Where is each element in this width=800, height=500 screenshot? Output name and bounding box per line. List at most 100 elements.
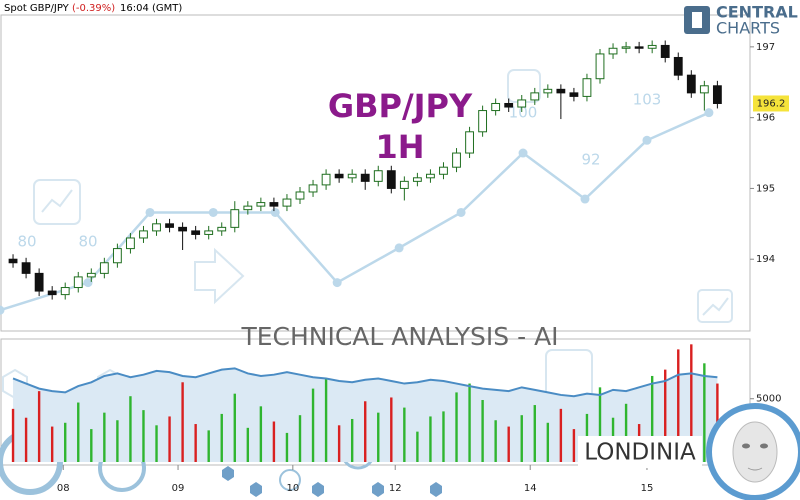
candle-body	[99, 262, 109, 274]
volume-bar	[246, 427, 250, 462]
candle-body	[126, 237, 135, 250]
sentiment-point	[332, 278, 342, 288]
score-label: 80	[78, 233, 97, 251]
candle-body	[321, 173, 331, 186]
candle-body	[256, 202, 266, 207]
candle-body	[334, 173, 344, 179]
volume-layer	[11, 344, 719, 462]
avatar-eye	[742, 443, 750, 449]
candle-body	[412, 177, 422, 182]
volume-bar	[77, 402, 80, 462]
candle-body	[34, 272, 44, 292]
volume-bar	[298, 415, 302, 462]
candle-body	[139, 230, 148, 239]
candle-body	[399, 180, 409, 189]
logo: CENTRAL CHARTS	[684, 3, 798, 38]
icon	[33, 179, 81, 225]
candle-body	[191, 230, 201, 235]
candle-body	[217, 226, 227, 232]
volume-bar	[37, 391, 41, 462]
volume-bar	[664, 369, 667, 462]
sponsor: LONDINIA	[584, 440, 696, 466]
sentiment-point	[518, 148, 528, 158]
candle-body	[21, 262, 31, 274]
candle-body	[47, 290, 57, 296]
y-tick-label: 196	[756, 113, 775, 124]
volume-bar	[520, 415, 523, 462]
candle-body	[204, 230, 214, 235]
volume-bar	[677, 349, 680, 462]
candle-body	[608, 47, 618, 55]
candle-body	[373, 170, 383, 182]
candle-body	[295, 191, 305, 200]
candle-body	[686, 74, 696, 94]
volume-bar	[350, 418, 354, 462]
volume-bar	[272, 421, 276, 462]
volume-bar	[285, 432, 289, 462]
volume-bar	[324, 378, 328, 462]
y-tick-label: 5000	[756, 394, 781, 405]
sentiment-point	[0, 305, 5, 315]
candle-body	[165, 223, 174, 228]
volume-bar	[403, 407, 406, 462]
candle-body	[699, 85, 709, 94]
volume-bar	[181, 382, 184, 462]
volume-bar	[129, 396, 132, 462]
candle-body	[543, 88, 553, 94]
candle-body	[634, 46, 644, 49]
volume-bar	[142, 410, 145, 462]
candle-body	[439, 166, 448, 175]
candle-body	[152, 223, 161, 232]
candle-body	[556, 88, 566, 94]
volume-bar	[50, 426, 54, 462]
price-panel	[0, 14, 751, 332]
icon	[279, 469, 301, 491]
hexagon	[372, 482, 384, 497]
sentiment-point	[208, 207, 218, 217]
volume-bar	[468, 383, 471, 462]
volume-bar	[390, 397, 393, 462]
chart-title: GBP/JPY	[328, 87, 473, 125]
volume-bar	[103, 412, 106, 462]
logo-text: CENTRAL	[716, 3, 798, 22]
volume-bar	[572, 429, 576, 462]
candle-body	[178, 226, 188, 232]
candle-body	[478, 110, 488, 133]
sentiment-point	[704, 108, 714, 118]
change: (-0.39%)	[72, 3, 115, 14]
volume-bar	[194, 424, 197, 462]
hexagon	[250, 482, 262, 497]
hexagon	[430, 482, 442, 497]
score-label: 100	[509, 104, 538, 122]
candle-body	[504, 102, 514, 108]
candle-body	[621, 46, 631, 49]
volume-bar	[259, 406, 263, 462]
candle-body	[673, 56, 683, 76]
y-tick-label: 195	[756, 183, 775, 194]
candle-body	[60, 287, 70, 296]
price-tag-label: 196.2	[757, 98, 786, 109]
candle-body	[269, 202, 279, 207]
volume-bar	[207, 430, 210, 462]
hexagon	[312, 482, 324, 497]
time: 16:04 (GMT)	[120, 3, 182, 14]
candle-body	[660, 44, 670, 58]
x-tick-label: 09	[172, 483, 185, 494]
candle-body	[308, 184, 318, 193]
watermark: TECHNICAL ANALYSIS - AI	[240, 322, 558, 351]
volume-bar	[624, 403, 628, 462]
volume-bar	[455, 392, 458, 462]
volume-average	[12, 367, 718, 398]
x-tick-label: 12	[389, 483, 402, 494]
candle-body	[595, 53, 605, 80]
candle-body	[452, 152, 461, 168]
candle-body	[712, 85, 722, 104]
sponsor-box	[578, 436, 702, 468]
candle-body	[230, 209, 240, 228]
volume-panel	[0, 338, 751, 466]
volume-bar	[598, 387, 602, 462]
candle-body	[8, 258, 18, 264]
x-tick-label: 15	[641, 483, 654, 494]
